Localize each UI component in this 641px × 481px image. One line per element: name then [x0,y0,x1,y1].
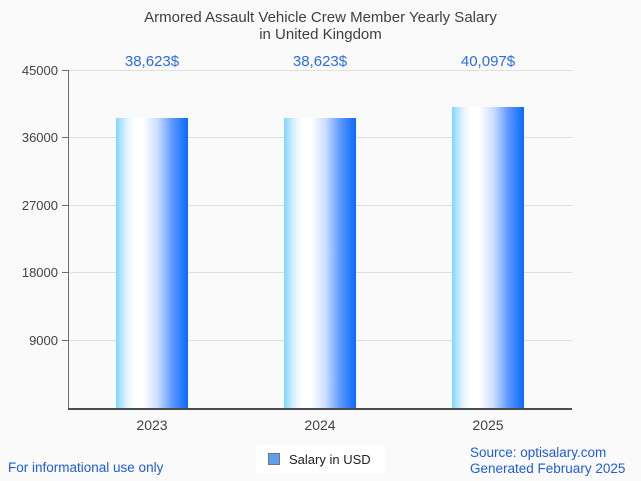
disclaimer-text: For informational use only [8,460,164,475]
y-axis-label: 27000 [21,197,58,213]
y-axis-label: 45000 [21,62,58,78]
y-axis-tick [62,137,68,139]
bar-2024[interactable] [284,117,356,408]
gridline [68,69,572,71]
chart-title-line1: Armored Assault Vehicle Crew Member Year… [144,9,497,26]
x-axis-label: 2023 [136,417,168,433]
y-axis-tick [62,204,68,206]
source-link[interactable]: Source: optisalary.com [470,445,607,460]
y-axis-tick [62,339,68,341]
legend-label: Salary in USD [289,451,371,467]
chart-title: Armored Assault Vehicle Crew Member Year… [0,9,641,43]
y-axis-label: 18000 [21,265,58,281]
y-axis-label: 9000 [29,332,58,348]
value-label: 38,623$ [124,53,180,70]
source-info: Source: optisalary.com Generated Februar… [470,445,625,476]
generated-date: Generated February 2025 [470,460,626,476]
y-axis-line [68,70,69,409]
x-axis-line [68,408,572,410]
chart-title-line2: in United Kingdom [259,26,382,43]
value-label: 40,097$ [460,53,516,70]
bar-2023[interactable] [116,117,188,408]
bar-2025[interactable] [452,106,524,408]
legend-swatch-icon [268,453,280,465]
legend-item[interactable]: Salary in USD [256,445,385,473]
y-axis-tick [62,272,68,274]
y-axis-tick [62,69,68,71]
x-axis-label: 2024 [304,417,336,433]
y-axis-label: 36000 [21,130,58,146]
x-axis-label: 2025 [472,417,504,433]
value-label: 38,623$ [292,53,348,70]
